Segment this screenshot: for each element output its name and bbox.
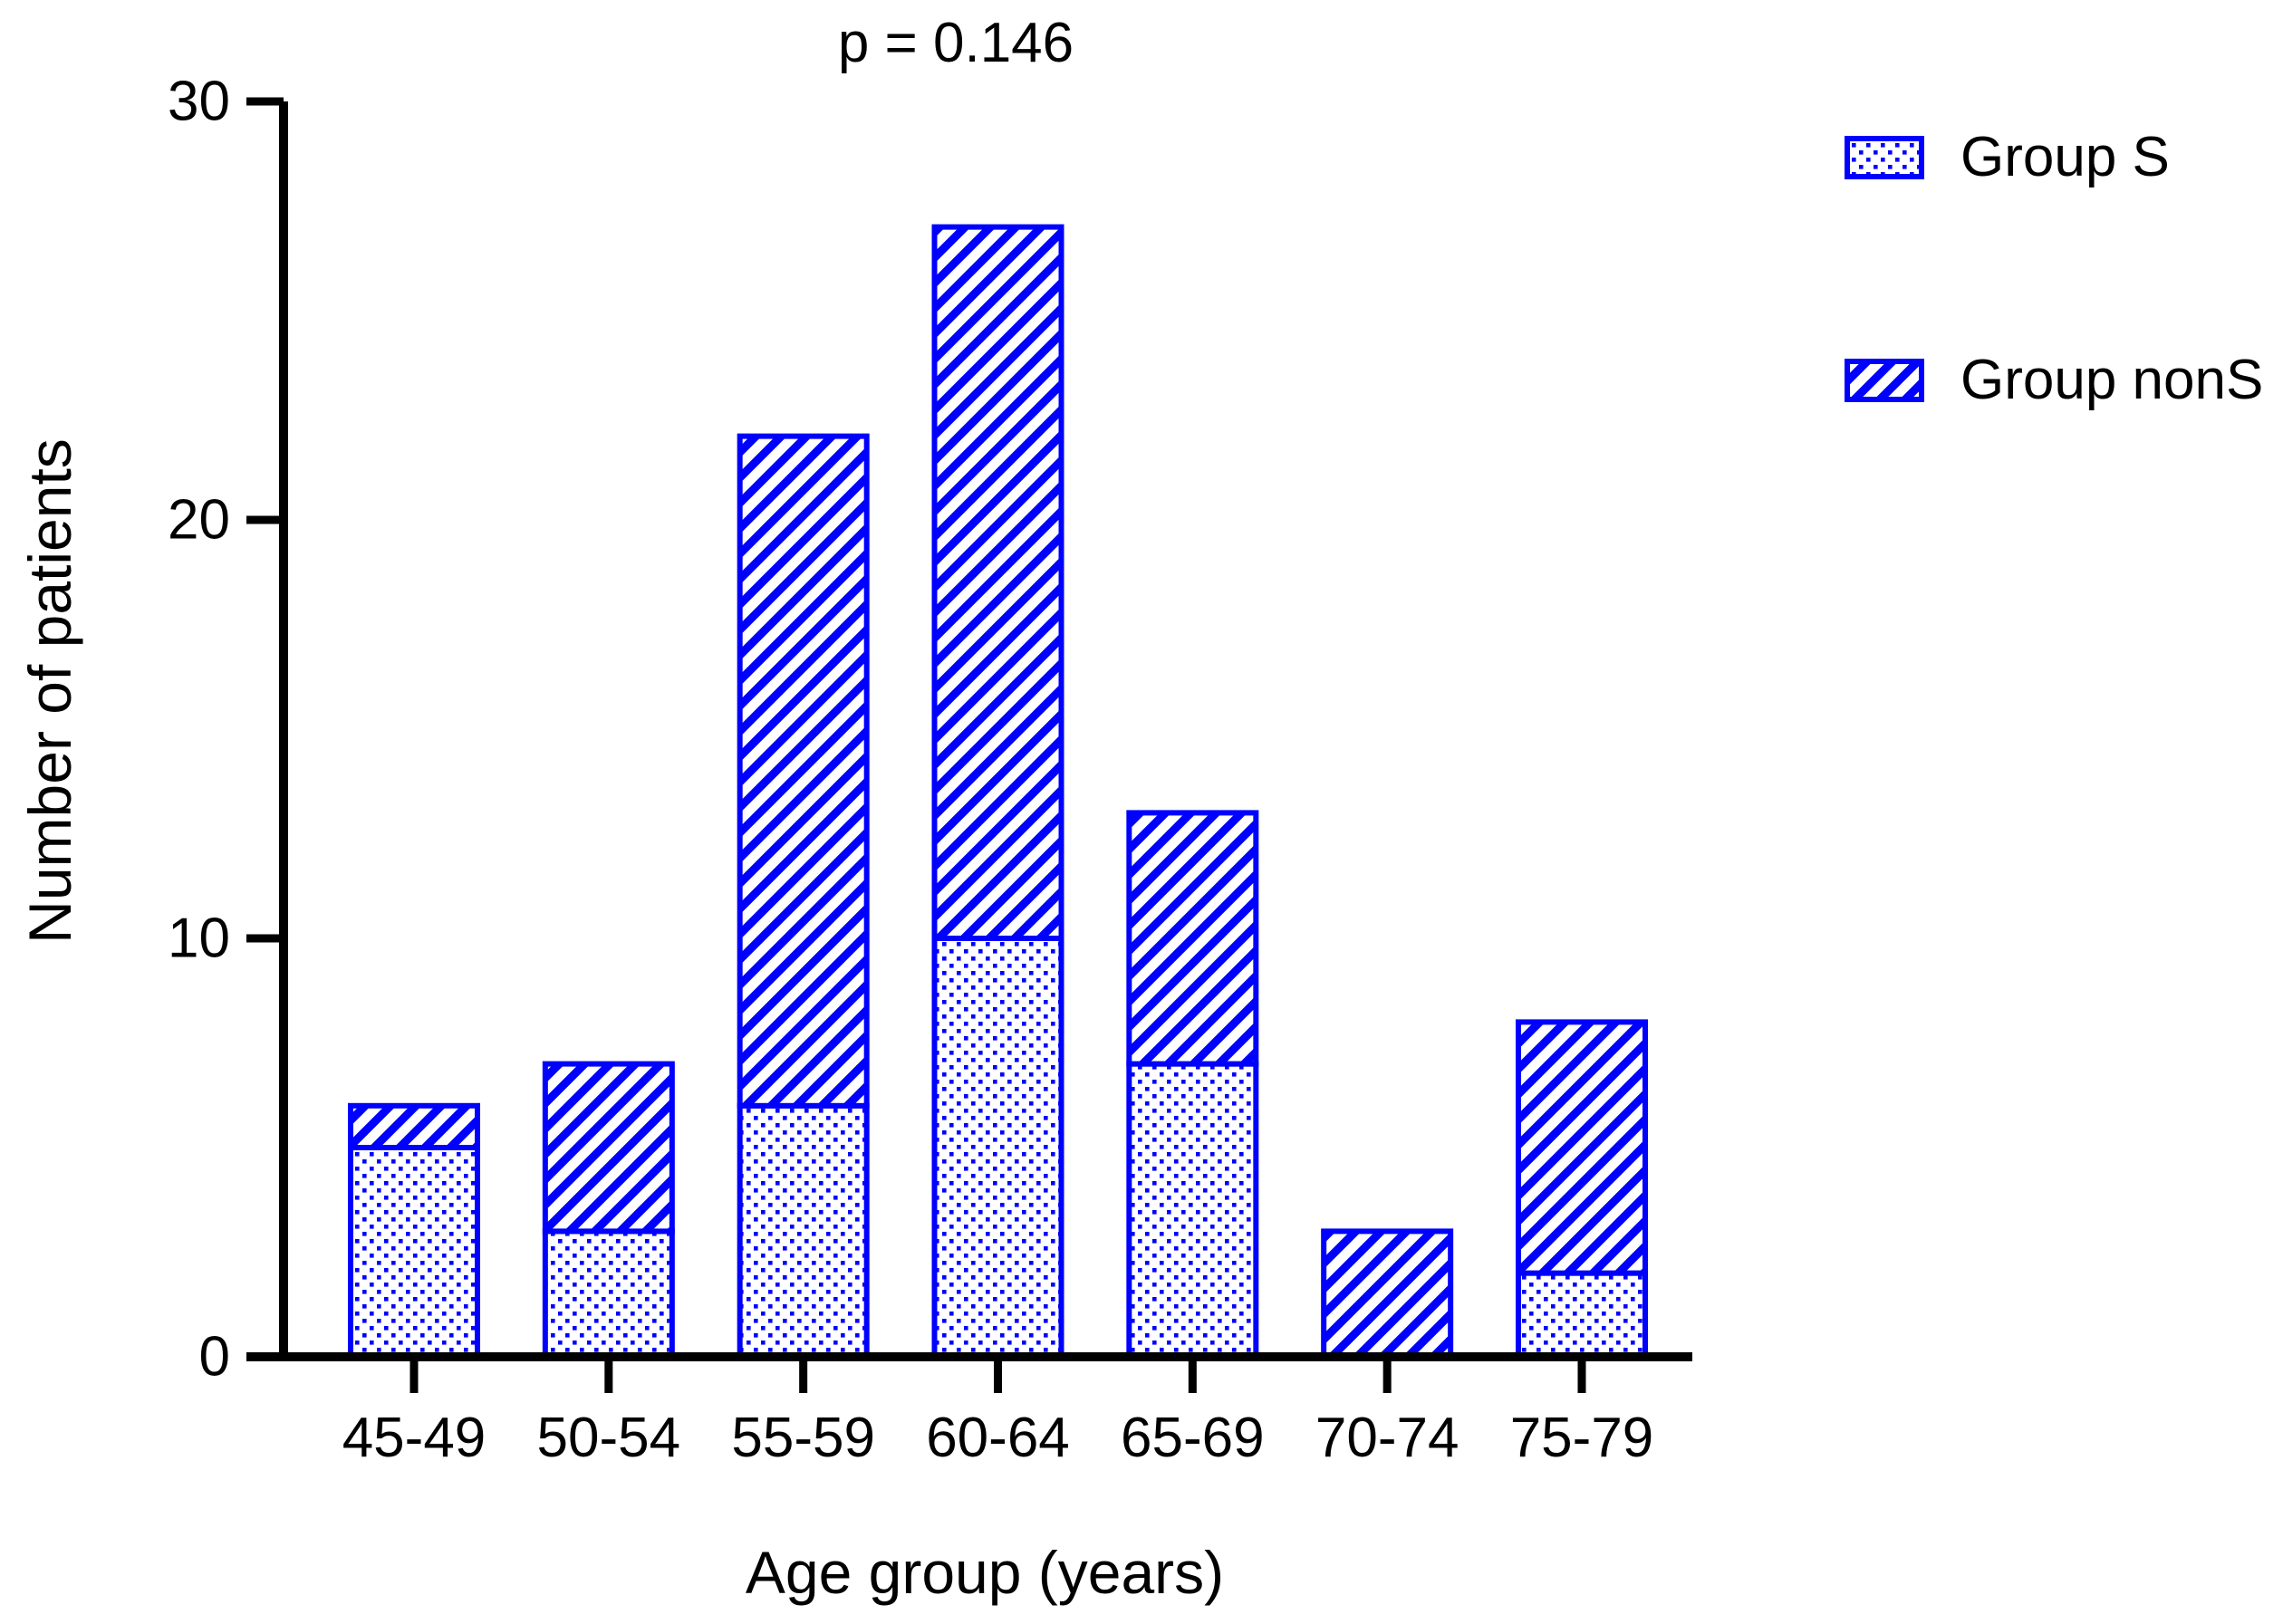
x-tick-label-60-64: 60-64	[926, 1407, 1070, 1469]
legend-swatch-hatch-icon	[1845, 358, 1924, 402]
x-tick-label-65-69: 65-69	[1121, 1407, 1265, 1469]
bar-segment-60-64-group-s	[931, 936, 1064, 1360]
bar-segment-65-69-group-s	[1126, 1061, 1259, 1360]
bar-segment-55-59-group-s	[737, 1102, 870, 1360]
y-tick-label-10: 10	[168, 908, 230, 970]
y-tick-label-20: 20	[168, 489, 230, 552]
bar-segment-45-49-group-nons	[348, 1102, 480, 1151]
bar-segment-50-54-group-s	[542, 1228, 675, 1360]
bar-segment-70-74-group-nons	[1321, 1228, 1454, 1360]
legend-label-group-nons: Group nonS	[1960, 349, 2264, 411]
bar-segment-65-69-group-nons	[1126, 810, 1259, 1067]
axes-layer: 0 10 20 30 45-49 50-54 55-59 60-64 65-69 70-74 75-…	[168, 71, 1692, 1469]
x-tick-label-70-74: 70-74	[1315, 1407, 1459, 1469]
y-tick-label-0: 0	[199, 1326, 230, 1389]
x-tick-label-50-54: 50-54	[537, 1407, 681, 1469]
x-tick-label-75-79: 75-79	[1510, 1407, 1654, 1469]
bar-segment-55-59-group-nons	[737, 433, 870, 1109]
legend-item-group-nons: Group nonS	[1845, 348, 2263, 412]
chart-title: p = 0.146	[837, 12, 1074, 74]
x-axis-title: Age group (years)	[745, 1539, 1225, 1606]
legend: Group S Group nonS	[1845, 125, 2263, 412]
legend-label-group-s: Group S	[1960, 126, 2170, 188]
y-tick-label-30: 30	[168, 71, 230, 133]
x-tick-label-45-49: 45-49	[342, 1407, 486, 1469]
bars-layer	[348, 224, 1648, 1360]
bar-segment-60-64-group-nons	[931, 224, 1064, 942]
bar-segment-75-79-group-nons	[1516, 1019, 1648, 1276]
x-tick-label-55-59: 55-59	[731, 1407, 875, 1469]
legend-item-group-s: Group S	[1845, 125, 2263, 189]
bar-segment-45-49-group-s	[348, 1145, 480, 1360]
bar-segment-75-79-group-s	[1516, 1270, 1648, 1360]
bar-segment-50-54-group-nons	[542, 1061, 675, 1235]
legend-swatch-dots-icon	[1845, 135, 1924, 179]
